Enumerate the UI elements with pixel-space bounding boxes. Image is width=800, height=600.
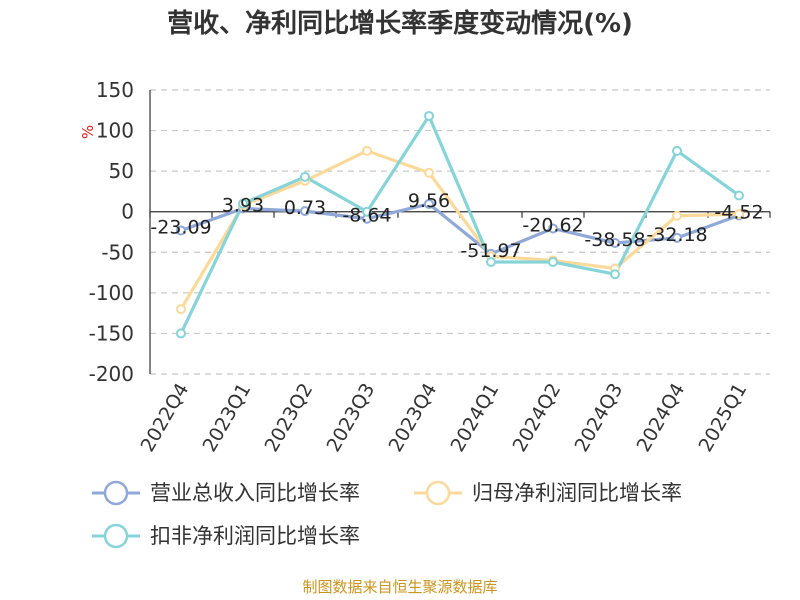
series-line	[179, 149, 740, 310]
data-label: -51.97	[460, 240, 521, 262]
data-point	[176, 328, 186, 339]
data-point	[734, 190, 744, 201]
data-label: -20.62	[522, 214, 583, 236]
data-point	[238, 198, 248, 209]
series-line	[179, 114, 740, 335]
data-point	[734, 209, 744, 220]
legend-item[interactable]: 归母净利润同比增长率	[414, 480, 682, 506]
legend-marker-icon	[425, 480, 451, 506]
legend-marker-icon	[103, 523, 129, 549]
data-label: -38.58	[584, 229, 645, 251]
grid-lines	[150, 89, 770, 375]
data-label: -23.09	[150, 216, 211, 238]
data-label: -8.64	[342, 205, 391, 227]
x-tick-label: 2023Q1	[199, 380, 256, 456]
data-source-note: 制图数据来自恒生聚源数据库	[302, 578, 497, 596]
y-tick-label: 150	[96, 78, 134, 102]
legend-item[interactable]: 营业总收入同比增长率	[92, 480, 360, 506]
data-point	[610, 238, 620, 249]
data-label: 3.93	[222, 195, 264, 217]
series-group	[176, 110, 744, 339]
legend-label: 扣非净利润同比增长率	[150, 524, 360, 548]
legend-label: 归母净利润同比增长率	[472, 481, 682, 505]
data-label: 9.56	[408, 190, 450, 212]
x-tick-label: 2022Q4	[137, 380, 194, 456]
legend-marker-icon	[103, 480, 129, 506]
data-point	[362, 145, 372, 156]
x-tick-label: 2024Q3	[571, 380, 628, 456]
x-tick-label: 2023Q3	[323, 380, 380, 456]
y-axis-unit-label: %	[79, 125, 97, 139]
data-point	[486, 257, 496, 268]
chart-title: 营收、净利同比增长率季度变动情况(%)	[167, 8, 633, 39]
x-tick-label: 2025Q1	[695, 380, 752, 456]
data-point	[424, 198, 434, 209]
x-tick-label: 2024Q4	[633, 380, 690, 456]
legend-label: 营业总收入同比增长率	[150, 481, 360, 505]
y-tick-label: 50	[109, 159, 134, 183]
y-tick-label: -150	[89, 321, 134, 345]
y-tick-label: -50	[101, 240, 134, 264]
x-tick-label: 2024Q1	[447, 380, 504, 456]
data-point	[548, 223, 558, 234]
data-point	[300, 206, 310, 217]
data-point	[548, 257, 558, 268]
y-axis: 150 100 50 0 -50 -100 -150 -200	[89, 78, 151, 386]
data-point	[672, 210, 682, 221]
x-tick-label: 2024Q2	[509, 380, 566, 456]
data-point	[424, 110, 434, 121]
data-point	[424, 167, 434, 178]
y-tick-label: -200	[89, 362, 134, 386]
data-point	[176, 304, 186, 315]
x-tick-label: 2023Q4	[385, 380, 442, 456]
data-point	[610, 269, 620, 280]
data-labels: -23.09 3.93 0.73 -8.64 9.56 -51.97-20.62-38.5…	[150, 190, 763, 262]
data-point	[672, 145, 682, 156]
y-tick-label: 0	[121, 200, 134, 224]
data-point	[672, 232, 682, 243]
data-point	[176, 225, 186, 236]
legend-item[interactable]: 扣非净利润同比增长率	[92, 523, 360, 549]
data-label: -4.52	[714, 201, 763, 223]
data-point	[362, 206, 372, 217]
data-point	[300, 171, 310, 182]
x-tick-label: 2023Q2	[261, 380, 318, 456]
y-tick-label: 100	[96, 119, 134, 143]
data-label: 0.73	[284, 197, 326, 219]
data-label: -32.18	[646, 224, 707, 246]
y-tick-label: -100	[89, 281, 134, 305]
